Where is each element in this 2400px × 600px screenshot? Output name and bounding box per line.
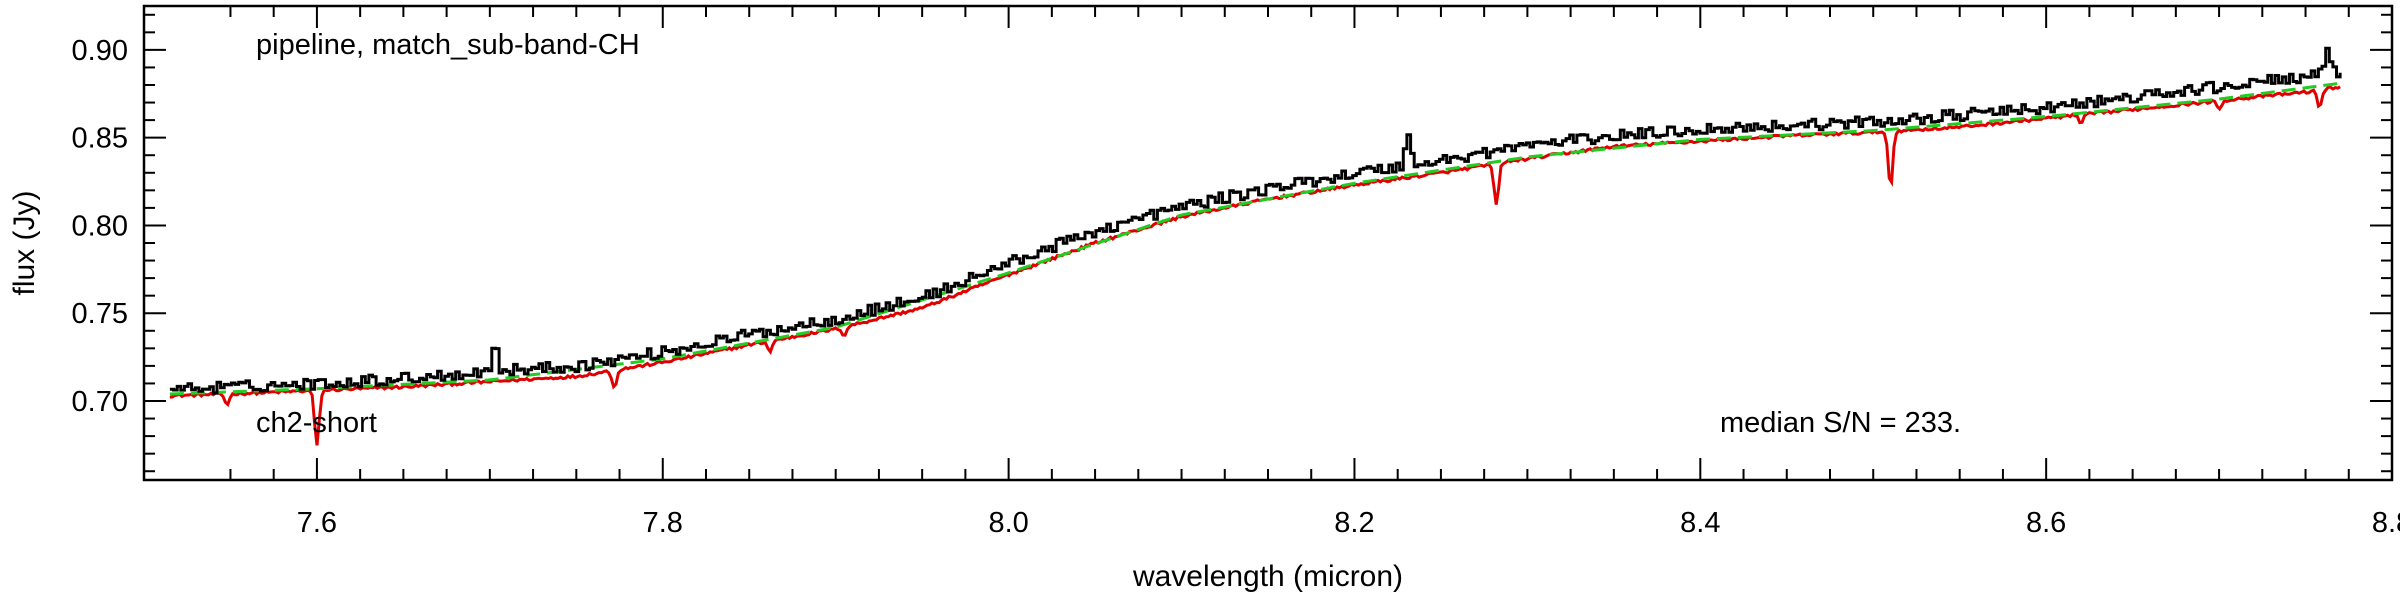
x-axis-label: wavelength (micron) xyxy=(1132,560,1403,593)
tick-labels: 7.6 7.8 8.0 8.2 8.4 8.6 8.8 0.70 0.75 0.80 0.85 0.9… xyxy=(72,35,2400,539)
plot-frame xyxy=(142,4,2394,482)
x-tick-label: 7.6 xyxy=(297,507,337,539)
annotation-median-sn: median S/N = 233. xyxy=(1720,407,1961,439)
annotation-channel: ch2-short xyxy=(256,407,377,439)
y-tick-label: 0.90 xyxy=(72,35,128,67)
x-tick-label: 8.4 xyxy=(1680,507,1720,539)
y-tick-label: 0.75 xyxy=(72,298,128,330)
x-tick-label: 8.8 xyxy=(2372,507,2400,539)
series-black-observed xyxy=(169,46,2342,395)
y-tick-label: 0.80 xyxy=(72,210,128,242)
series-red-model xyxy=(169,85,2341,446)
series-green-continuum xyxy=(169,81,2341,396)
x-tick-label: 8.6 xyxy=(2026,507,2066,539)
series-layer xyxy=(169,46,2342,446)
x-tick-label: 8.0 xyxy=(988,507,1028,539)
y-axis-label: flux (Jy) xyxy=(8,191,41,296)
y-tick-label: 0.85 xyxy=(72,123,128,155)
ticks-layer xyxy=(144,6,2392,480)
x-tick-label: 8.2 xyxy=(1334,507,1374,539)
annotation-pipeline: pipeline, match_sub-band-CH xyxy=(256,29,640,61)
x-tick-label: 7.8 xyxy=(643,507,683,539)
y-tick-label: 0.70 xyxy=(72,386,128,418)
